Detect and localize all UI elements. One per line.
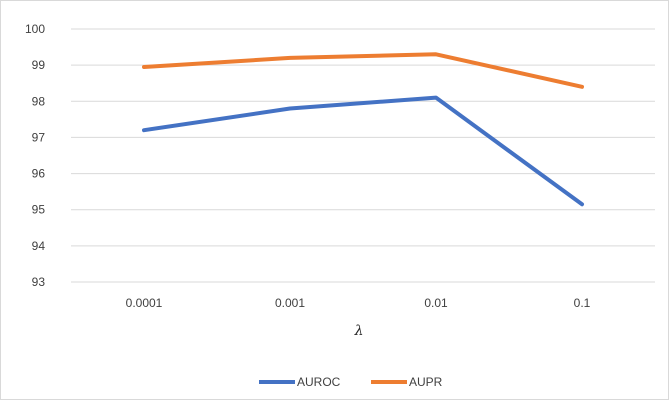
y-tick-label: 97 [32, 130, 46, 144]
y-tick-label: 95 [32, 203, 46, 217]
series-line-auroc [144, 98, 582, 205]
series-lines [144, 54, 582, 204]
legend: AUROC AUPR [259, 375, 443, 389]
x-tick-label: 0.0001 [126, 296, 163, 310]
x-tick-label: 0.01 [424, 296, 448, 310]
x-axis-ticks: 0.0001 0.001 0.01 0.1 [126, 296, 591, 310]
y-tick-label: 93 [32, 275, 46, 289]
y-axis-ticks: 93 94 95 96 97 98 99 100 [25, 22, 45, 289]
y-tick-label: 98 [32, 94, 46, 108]
legend-label-aupr: AUPR [409, 375, 443, 389]
legend-label-auroc: AUROC [297, 375, 341, 389]
y-tick-label: 99 [32, 58, 46, 72]
x-tick-label: 0.1 [574, 296, 591, 310]
y-tick-label: 94 [32, 239, 46, 253]
x-tick-label: 0.001 [275, 296, 305, 310]
y-tick-label: 96 [32, 167, 46, 181]
series-line-aupr [144, 54, 582, 87]
y-tick-label: 100 [25, 22, 45, 36]
x-axis-label: λ [354, 323, 364, 339]
